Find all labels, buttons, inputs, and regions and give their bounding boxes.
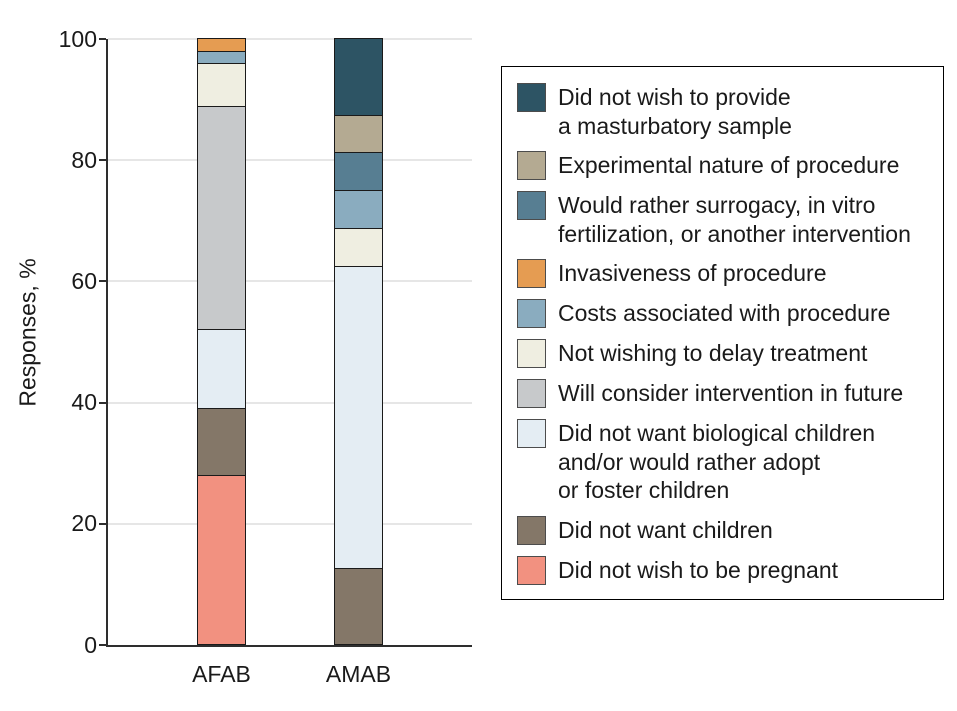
legend-entry: Invasiveness of procedure: [517, 259, 931, 288]
y-tick-mark: [99, 159, 106, 162]
legend-label: Did not wish to provide a masturbatory sa…: [558, 84, 792, 139]
legend-swatch: [517, 259, 546, 288]
legend-swatch: [517, 555, 546, 585]
legend-swatch: [517, 419, 546, 448]
y-axis-label: Responses, %: [14, 258, 41, 407]
legend-entry: Did not wish to be pregnant: [517, 555, 931, 585]
y-tick-label: 20: [71, 510, 97, 537]
legend-entry: Did not want biological children and/or w…: [517, 419, 931, 505]
legend-swatch: [517, 151, 546, 180]
y-tick-mark: [99, 38, 106, 40]
legend-label: Invasiveness of procedure: [558, 260, 827, 286]
legend-entry: Costs associated with procedure: [517, 299, 931, 328]
x-axis-label-afab: AFAB: [192, 661, 251, 687]
legend-label: Will consider intervention in future: [558, 380, 904, 406]
y-tick-label: 40: [71, 389, 97, 416]
bar-segment: [198, 105, 245, 330]
legend-swatch: [517, 83, 546, 112]
legend-swatch: [517, 339, 546, 368]
legend-label: Would rather surrogacy, in vitro fertiliz…: [558, 192, 911, 247]
y-tick-mark: [99, 522, 106, 525]
gridline: [108, 280, 472, 283]
bar-segment: [335, 152, 382, 191]
y-tick-label: 100: [58, 25, 97, 52]
y-tick-mark: [99, 644, 106, 646]
bar-segment: [198, 39, 245, 52]
bar-segment: [198, 51, 245, 64]
bar-afab: [197, 38, 246, 645]
bar-segment: [335, 114, 382, 153]
legend-entry: Would rather surrogacy, in vitro fertiliz…: [517, 191, 931, 248]
bar-segment: [198, 329, 245, 409]
gridline: [108, 38, 472, 40]
legend-entry: Did not wish to provide a masturbatory sa…: [517, 83, 931, 140]
legend-label: Did not wish to be pregnant: [558, 556, 839, 583]
bar-segment: [198, 63, 245, 106]
legend-swatch: [517, 191, 546, 220]
legend-swatch: [517, 515, 546, 545]
y-tick-label: 0: [84, 631, 97, 658]
legend-swatch: [517, 379, 546, 408]
legend-label: Did not want children: [558, 516, 773, 543]
legend-entry: Experimental nature of procedure: [517, 151, 931, 180]
legend-entry: Will consider intervention in future: [517, 379, 931, 408]
legend-label: Experimental nature of procedure: [558, 152, 900, 178]
bar-segment: [335, 39, 382, 115]
gridline: [108, 401, 472, 404]
bar-segment: [198, 474, 245, 644]
bar-segment: [335, 265, 382, 569]
legend-label: Did not want biological children and/or w…: [558, 420, 876, 503]
y-tick-mark: [99, 280, 106, 283]
legend-label: Not wishing to delay treatment: [558, 340, 868, 366]
legend: Did not wish to provide a masturbatory sa…: [501, 66, 944, 600]
legend-entry: Not wishing to delay treatment: [517, 339, 931, 368]
bar-segment: [335, 568, 382, 644]
gridline: [108, 159, 472, 162]
legend-entry: Did not want children: [517, 515, 931, 545]
bar-segment: [335, 228, 382, 266]
bar-segment: [198, 408, 245, 475]
legend-swatch: [517, 299, 546, 328]
x-axis-label-amab: AMAB: [325, 661, 392, 687]
legend-label: Costs associated with procedure: [558, 300, 891, 326]
y-tick-mark: [99, 401, 106, 404]
bar-segment: [335, 190, 382, 229]
gridline: [108, 522, 472, 525]
y-tick-label: 80: [71, 146, 97, 173]
plot-area: 0 20 40 60 80 100 AFAB AMAB: [59, 26, 472, 687]
y-tick-label: 60: [71, 267, 97, 294]
bar-amab: [334, 38, 383, 645]
